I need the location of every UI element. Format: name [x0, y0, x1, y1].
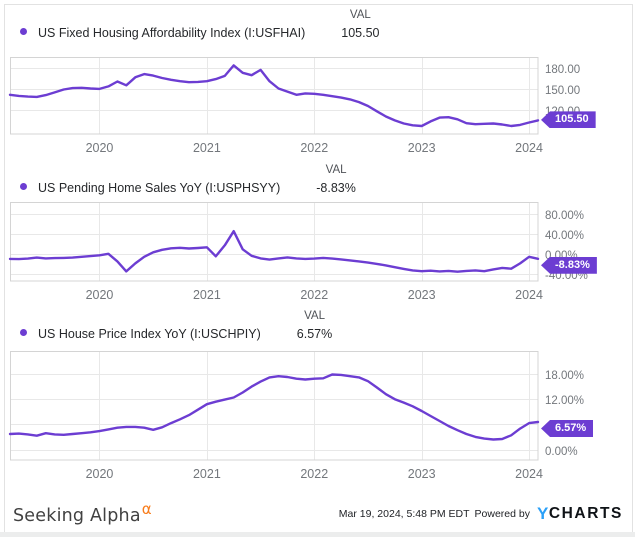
y-axis-tick-label: 40.00% — [545, 230, 585, 243]
val-value: 105.50 — [341, 26, 380, 40]
x-axis-tick-label: 2022 — [300, 141, 329, 155]
series-dot-icon — [20, 28, 27, 35]
chart-plot-1 — [8, 202, 540, 282]
x-axis-tick-label: 2023 — [407, 467, 436, 481]
val-header: VAL — [325, 164, 347, 176]
x-axis-tick-label: 2021 — [192, 141, 221, 155]
powered-by-label: Powered by — [474, 508, 530, 520]
x-axis-tick-label: 2020 — [85, 288, 114, 302]
y-axis-tick-label: 0.00% — [545, 445, 578, 458]
ycharts-wordmark: CHARTS — [548, 505, 623, 522]
footer-attribution: Mar 19, 2024, 5:48 PM EDT Powered by Y C… — [339, 504, 623, 524]
val-value: -8.83% — [316, 181, 356, 195]
legend-row-pending-sales: US Pending Home Sales YoY (I:USPHSYY) VA… — [16, 164, 356, 196]
ycharts-y-mark: Y — [536, 504, 549, 523]
x-axis-tick-label: 2024 — [515, 467, 543, 481]
y-axis-tick-label: 150.00 — [545, 85, 581, 98]
chart-plot-2 — [8, 351, 540, 461]
seeking-alpha-logo[interactable]: Seeking Alphaα — [13, 500, 152, 526]
x-axis-tick-label: 2021 — [192, 467, 221, 481]
chart-card — [4, 4, 633, 533]
y-axis-tick-label: 80.00% — [545, 210, 585, 223]
legend-row-affordability: US Fixed Housing Affordability Index (I:… — [16, 9, 379, 41]
val-header: VAL — [349, 9, 371, 21]
latest-value-badge: 105.50 — [541, 111, 596, 129]
x-axis-tick-label: 2022 — [300, 288, 329, 302]
series-dot-icon — [20, 329, 27, 336]
series-line — [8, 64, 540, 128]
x-axis-tick-label: 2023 — [407, 288, 436, 302]
x-axis-tick-label: 2020 — [85, 141, 114, 155]
latest-value-badge: 6.57% — [541, 419, 594, 437]
val-column: VAL -8.83% — [316, 164, 356, 196]
series-line — [8, 373, 540, 441]
val-column: VAL 105.50 — [341, 9, 379, 41]
latest-value-badge: -8.83% — [541, 256, 597, 274]
footer: Seeking Alphaα Mar 19, 2024, 5:48 PM EDT… — [0, 492, 635, 532]
x-axis-tick-label: 2021 — [192, 288, 221, 302]
series-line — [8, 230, 540, 273]
series-label: US House Price Index YoY (I:USCHPIY) — [38, 327, 261, 341]
series-label: US Fixed Housing Affordability Index (I:… — [38, 26, 306, 40]
ycharts-logo[interactable]: Y CHARTS — [537, 504, 623, 524]
val-value: 6.57% — [296, 327, 333, 341]
val-column: VAL 6.57% — [297, 310, 332, 342]
series-dot-icon — [20, 183, 27, 190]
x-axis-tick-label: 2024 — [515, 288, 543, 302]
bottom-strip — [0, 532, 635, 537]
chart-plot-0 — [8, 57, 540, 135]
y-axis-tick-label: 18.00% — [545, 370, 585, 383]
x-axis-tick-label: 2020 — [85, 467, 114, 481]
timestamp: Mar 19, 2024, 5:48 PM EDT — [338, 508, 470, 520]
x-axis-tick-label: 2024 — [515, 141, 543, 155]
val-header: VAL — [304, 310, 325, 322]
y-axis-tick-label: 180.00 — [545, 64, 581, 77]
legend-row-house-price: US House Price Index YoY (I:USCHPIY) VAL… — [16, 310, 332, 342]
x-axis-tick-label: 2022 — [300, 467, 329, 481]
x-axis-tick-label: 2023 — [407, 141, 436, 155]
series-label: US Pending Home Sales YoY (I:USPHSYY) — [38, 181, 281, 195]
y-axis-tick-label: 12.00% — [545, 395, 585, 408]
seeking-alpha-wordmark: Seeking Alpha — [13, 506, 141, 526]
alpha-glyph-icon: α — [141, 500, 152, 518]
